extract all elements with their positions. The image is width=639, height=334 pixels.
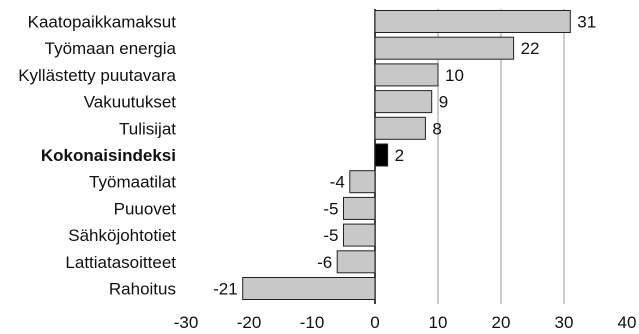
category-label-sahkojohtotiet: Sähköjohtotiet bbox=[68, 226, 176, 245]
category-labels: Kaatopaikkamaksut Työmaan energia Kylläste… bbox=[18, 13, 176, 299]
value-label-vakuutukset: 9 bbox=[439, 93, 448, 112]
category-label-tulisijat: Tulisijat bbox=[119, 119, 176, 138]
x-tick-label: -30 bbox=[174, 313, 199, 332]
x-tick-label: -10 bbox=[300, 313, 325, 332]
x-tick-label: 0 bbox=[370, 313, 379, 332]
category-label-kokonaisindeksi: Kokonaisindeksi bbox=[41, 146, 176, 165]
bar-puuovet bbox=[343, 196, 376, 220]
x-tick-label: -20 bbox=[237, 313, 262, 332]
value-labels: 31 22 10 9 8 2 -4 -5 -5 -6 -21 bbox=[213, 13, 596, 299]
category-label-lattiatasoitteet: Lattiatasoitteet bbox=[65, 253, 176, 272]
bar-tyomaatilat bbox=[349, 170, 376, 194]
x-tick-label: 40 bbox=[618, 313, 637, 332]
category-label-kaatopaikkamaksut: Kaatopaikkamaksut bbox=[28, 13, 177, 32]
bar-sahkojohtotiet bbox=[343, 223, 376, 247]
x-tick-label: 20 bbox=[492, 313, 511, 332]
bars-layer bbox=[242, 10, 571, 300]
value-label-tyomaan-energia: 22 bbox=[521, 39, 540, 58]
category-label-kyllastetty-puutavara: Kyllästetty puutavara bbox=[18, 66, 176, 85]
category-label-vakuutukset: Vakuutukset bbox=[84, 93, 177, 112]
bar-tyomaan-energia bbox=[374, 36, 515, 60]
x-tick-label: 10 bbox=[429, 313, 448, 332]
value-label-lattiatasoitteet: -6 bbox=[317, 253, 332, 272]
value-label-kyllastetty-puutavara: 10 bbox=[445, 66, 464, 85]
bar-rahoitus bbox=[242, 277, 376, 300]
value-label-tyomaatilat: -4 bbox=[330, 173, 345, 192]
bar-kyllastetty-puutavara bbox=[374, 63, 439, 87]
x-axis-ticks: -30 -20 -10 0 10 20 30 40 bbox=[174, 313, 637, 332]
category-label-rahoitus: Rahoitus bbox=[109, 280, 176, 299]
value-label-rahoitus: -21 bbox=[213, 280, 238, 299]
bar-vakuutukset bbox=[374, 90, 433, 114]
category-label-puuovet: Puuovet bbox=[114, 199, 177, 218]
bar-tulisijat bbox=[374, 116, 426, 140]
bar-kokonaisindeksi bbox=[374, 143, 389, 167]
value-label-tulisijat: 8 bbox=[432, 119, 441, 138]
value-label-kaatopaikkamaksut: 31 bbox=[577, 13, 596, 32]
bar-kaatopaikkamaksut bbox=[374, 10, 571, 33]
value-label-puuovet: -5 bbox=[323, 199, 338, 218]
value-label-sahkojohtotiet: -5 bbox=[323, 226, 338, 245]
bar-lattiatasoitteet bbox=[336, 250, 376, 274]
x-tick-label: 30 bbox=[555, 313, 574, 332]
category-label-tyomaan-energia: Työmaan energia bbox=[45, 39, 177, 58]
value-label-kokonaisindeksi: 2 bbox=[395, 146, 404, 165]
category-label-tyomaatilat: Työmaatilat bbox=[89, 173, 176, 192]
